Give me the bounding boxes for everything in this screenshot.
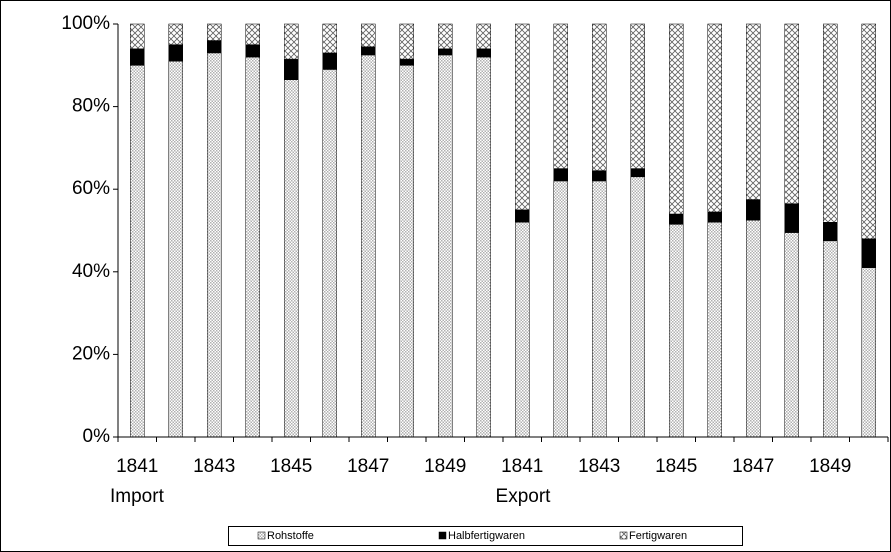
bar-segment [168,44,183,62]
bar-segment [630,23,645,169]
bar-segment [553,180,568,438]
bar-segment [438,23,453,50]
legend-swatch [438,531,447,540]
bar-segment [669,23,684,215]
bar-segment [284,79,299,438]
bar-segment [630,176,645,438]
bar-segment [592,180,607,438]
bar-segment [207,52,222,438]
bar-segment [476,48,491,58]
legend-label: Rohstoffe [267,530,314,542]
bar-segment [515,23,530,211]
x-tick-label: 1845 [655,456,697,477]
legend-label: Halbfertigwaren [448,530,525,542]
bar-segment [784,203,799,233]
legend: Rohstoffe Halbfertigwaren Fertigwaren [228,526,743,546]
bar-segment [130,65,145,438]
bar-segment [861,238,876,268]
y-tick-label: 40% [72,261,110,282]
legend-swatch [619,531,628,540]
y-tick-label: 100% [61,13,110,34]
x-tick-label: 1849 [809,456,851,477]
bar-segment [553,168,568,182]
bar-segment [399,65,414,438]
bar-segment [207,40,222,54]
group-label: Import [110,486,165,507]
bar-segment [476,23,491,50]
group-label: Export [496,486,552,507]
x-tick-label: 1845 [270,456,312,477]
bar-segment [823,221,838,242]
bar-segment [515,209,530,223]
bar-segment [746,199,761,221]
bar-segment [361,54,376,438]
bar-segment [592,23,607,171]
bar-segment [130,48,145,66]
bar-segment [168,23,183,45]
bar-segment [438,48,453,56]
x-tick-label: 1847 [347,456,389,477]
bar-segment [707,23,722,213]
bar-segment [322,52,337,70]
bar-segment [861,267,876,438]
x-tick-label: 1841 [501,456,543,477]
bar-segment [707,211,722,223]
x-tick-label: 1841 [116,456,158,477]
bar-segment [438,54,453,438]
bar-segment [592,170,607,182]
bar-segment [322,23,337,54]
bar-segment [361,46,376,56]
x-tick-label: 1843 [193,456,235,477]
bar-segment [746,23,761,200]
bar-segment [630,168,645,178]
y-tick-label: 0% [83,426,111,447]
legend-label: Fertigwaren [629,530,687,542]
bar-segment [707,221,722,438]
bar-segment [245,44,260,58]
y-tick-label: 60% [72,178,110,199]
legend-swatch [257,531,266,540]
bar-segment [823,23,838,223]
bar-segment [361,23,376,47]
bar-segment [245,23,260,45]
bar-segment [553,23,568,169]
bar-segment [322,69,337,438]
x-tick-label: 1843 [578,456,620,477]
bar-segment [515,221,530,438]
bar-segment [168,60,183,438]
bar-segment [861,23,876,240]
bar-segment [399,58,414,66]
bar-segment [669,213,684,225]
bar-segment [284,23,299,60]
bar-segment [784,23,799,204]
y-tick-label: 80% [72,96,110,117]
bar-segment [476,56,491,438]
x-tick-label: 1849 [424,456,466,477]
x-tick-label: 1847 [732,456,774,477]
bar-segment [823,240,838,438]
bar-segment [746,219,761,438]
bar-segment [784,232,799,438]
bar-segment [399,23,414,60]
legend-box [228,526,743,546]
bar-segment [669,224,684,438]
y-tick-label: 20% [72,343,110,364]
bar-segment [207,23,222,41]
bar-segment [130,23,145,50]
bar-segment [284,58,299,81]
bar-segment [245,56,260,438]
